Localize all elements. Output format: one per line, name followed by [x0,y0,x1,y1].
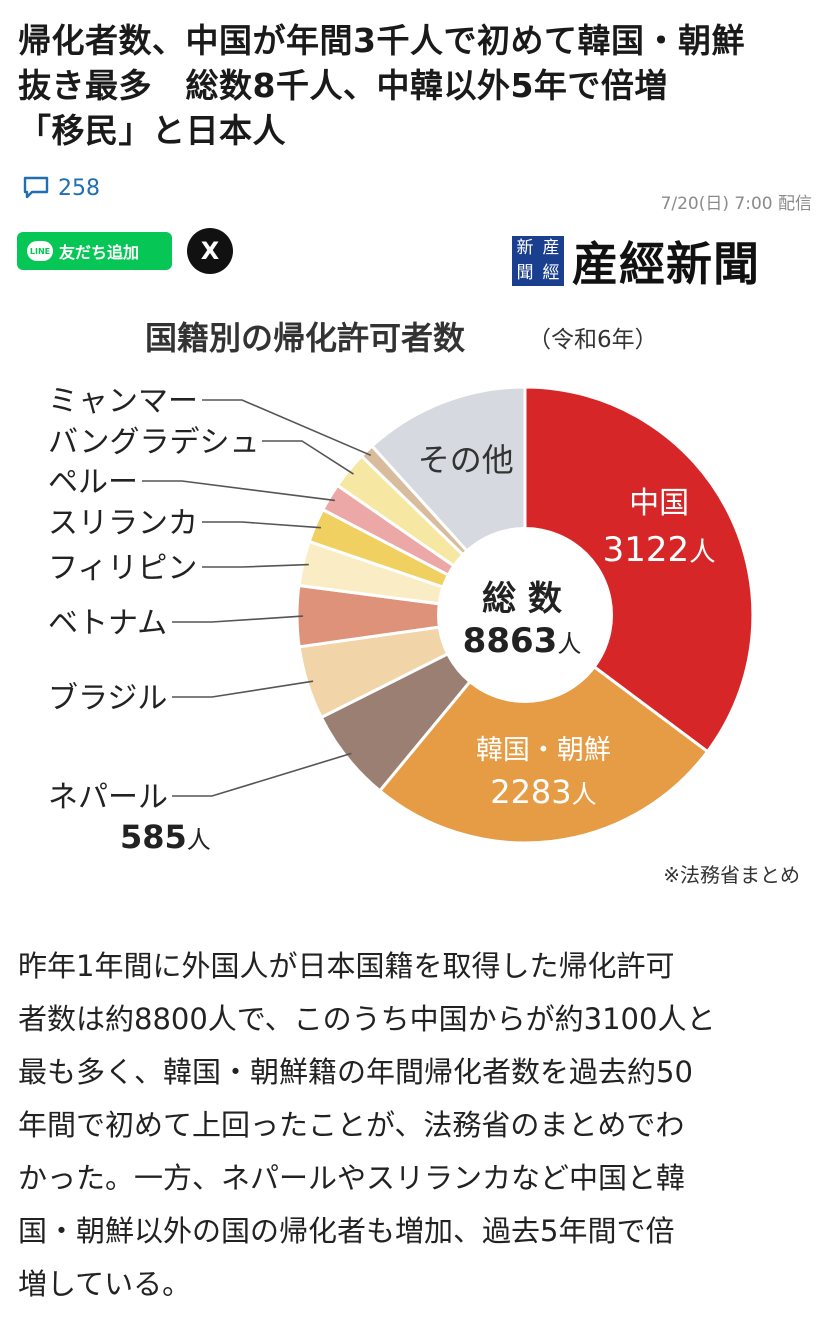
seal-char: 新 [516,238,534,258]
slice-label-other: その他 [418,441,514,479]
slice-label: ネパール [48,780,168,815]
publisher-logo: 新 産 聞 經 産經新聞 [512,228,760,294]
slice-label: ベトナム [48,606,167,641]
leader-line [262,440,354,475]
article-line: かった。一方、ネパールやスリランカなど中国と韓 [18,1161,686,1195]
donut-hole [437,527,613,703]
comments-link[interactable]: 258 [22,175,100,201]
seal-char: 經 [542,263,560,283]
sankei-seal-icon: 新 産 聞 經 [512,236,564,286]
total-label: 総 数 [482,579,562,619]
publisher-name: 産經新聞 [572,237,760,291]
seal-char: 産 [542,238,560,258]
share-bar: LINE 友だち追加 X 新 産 聞 經 産經新聞 [17,228,817,291]
slice-label: バングラデシュ [48,425,260,460]
article-line: 最も多く、韓国・朝鮮籍の年間帰化者数を過去約50 [18,1055,693,1089]
article-meta: 258 7/20(日) 7:00 配信 [22,175,812,215]
naturalization-pie-chart: 国籍別の帰化許可者数 （令和6年） 総 数 8863人 中国 3122人韓国・朝鮮… [48,319,800,887]
line-button-label: 友だち追加 [59,243,140,262]
x-logo-icon: X [200,237,220,265]
slice-label: ペルー [48,465,138,500]
leader-line [202,563,309,568]
leader-line [202,521,321,529]
leader-lines [142,399,372,797]
article-headline: 帰化者数、中国が年間3千人で初めて韓国・朝鮮 抜き最多 総数8千人、中韓以外5年… [18,18,813,153]
slice-label: ブラジル [48,681,167,716]
article-line: 国・朝鮮以外の国の帰化者も増加、過去5年間で倍 [18,1214,675,1248]
leader-line [202,399,372,457]
headline-line: 抜き最多 総数8千人、中韓以外5年で倍増 [18,66,668,105]
article-line: 者数は約8800人で、このうち中国からが約3100人と [18,1002,716,1036]
slice-label: ミャンマー [48,384,198,419]
leader-line [172,752,352,797]
slice-label-korea: 韓国・朝鮮 [476,735,611,766]
total-number: 8863 [463,621,558,661]
leader-line [172,680,314,698]
pie-slice [523,385,755,754]
slice-label: スリランカ [48,506,198,541]
chart-title: 国籍別の帰化許可者数 [145,319,466,357]
article-line: 年間で初めて上回ったことが、法務省のまとめでわ [18,1108,685,1142]
source-note: ※法務省まとめ [663,863,800,887]
pie-slice [377,612,710,845]
headline-line: 「移民」と日本人 [18,111,286,150]
slice-value-korea: 2283人 [490,773,596,811]
publish-date: 7/20(日) 7:00 配信 [660,194,812,214]
slice-label-china: 中国 [629,486,689,521]
seal-char: 聞 [516,263,534,283]
slice-label: フィリピン [48,551,197,586]
slice-value-china: 3122人 [603,530,716,570]
article-line: 増している。 [18,1267,192,1301]
x-share-button[interactable]: X [187,228,233,274]
chart-subtitle: （令和6年） [528,327,658,353]
slice-value-nepal: 585人 [120,818,211,856]
total-unit: 人 [557,630,581,658]
article-line: 昨年1年間に外国人が日本国籍を取得した帰化許可 [18,949,675,983]
comment-count: 258 [58,175,100,201]
headline-line: 帰化者数、中国が年間3千人で初めて韓国・朝鮮 [18,21,745,60]
total-value: 8863人 [463,621,582,661]
line-add-friend-button[interactable]: LINE 友だち追加 [17,232,172,270]
article-body: 昨年1年間に外国人が日本国籍を取得した帰化許可 者数は約8800人で、このうち中… [18,940,813,1311]
leader-line [142,480,336,502]
leader-line [172,615,304,623]
comment-icon [23,176,49,199]
line-logo-icon: LINE [27,241,53,261]
